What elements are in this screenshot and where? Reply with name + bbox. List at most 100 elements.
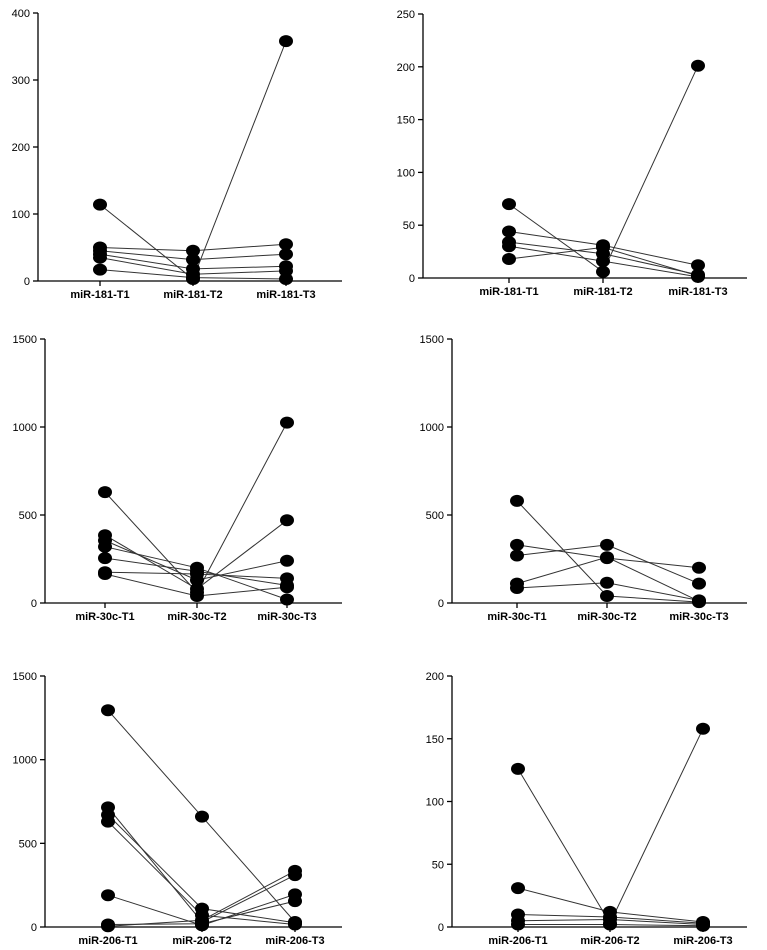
x-category-label: miR-206-T2 [580,935,639,947]
data-point [603,918,617,931]
y-tick-label: 0 [24,276,30,288]
data-point [279,238,293,251]
series-line-1 [99,40,287,280]
data-point [279,248,293,261]
x-category-label: miR-181-T2 [573,286,632,298]
y-tick-label: 200 [12,142,30,154]
data-point [186,253,200,266]
data-point [288,864,302,877]
y-tick-label: 1000 [420,422,444,434]
y-tick-label: 1000 [13,422,37,434]
data-point [280,554,294,567]
data-point [691,259,705,272]
data-point [510,538,524,551]
chart-panel-4: 0 500 1000 1500 miR-30c-T1 miR-30c-T2 miR-30c-… [420,334,747,623]
chart-panel-1: 0 100 200 300 400 miR-181-T1 miR-181-T2 miR-181… [12,8,342,301]
y-tick-label: 200 [397,62,415,74]
series-line-1 [517,728,704,925]
x-category-label: miR-206-T2 [172,935,231,947]
y-tick-label: 0 [31,922,37,934]
data-point [101,889,115,902]
data-point [280,514,294,527]
y-tick-label: 0 [409,273,415,285]
data-point [93,263,107,276]
data-point [280,572,294,585]
data-point [502,253,516,265]
data-point [186,271,200,284]
x-category-label: miR-206-T3 [673,935,732,947]
y-tick-label: 0 [438,598,444,610]
y-tick-label: 400 [12,8,30,20]
data-point [186,244,200,257]
data-point [596,241,610,254]
data-point [510,494,524,507]
data-point [502,198,516,211]
data-point [511,762,525,775]
data-point [280,593,294,606]
y-tick-label: 500 [19,510,37,522]
data-point [195,810,209,823]
data-point [510,549,524,562]
data-point [692,577,706,590]
data-point [98,568,112,580]
data-point [692,561,706,574]
x-category-label: miR-206-T3 [265,935,324,947]
chart-panel-3: 0 500 1000 1500 miR-30c-T1 miR-30c-T2 miR-30c-… [13,334,342,623]
y-tick-label: 300 [12,75,30,87]
data-point [600,551,614,564]
x-category-label: miR-30c-T3 [669,611,728,623]
data-point [502,240,516,253]
data-point [101,920,115,933]
data-point [691,59,705,72]
data-point [190,590,204,602]
x-category-label: miR-30c-T2 [167,611,226,623]
data-point [600,576,614,589]
data-point [511,882,525,895]
y-tick-label: 1500 [420,334,444,346]
data-point [280,416,294,429]
x-category-label: miR-206-T1 [78,935,137,947]
data-point [93,251,107,264]
data-point [93,198,107,211]
x-category-label: miR-181-T2 [163,289,222,301]
x-category-label: miR-30c-T3 [257,611,316,623]
x-category-label: miR-30c-T1 [487,611,546,623]
y-tick-label: 100 [12,209,30,221]
x-category-label: miR-181-T1 [70,289,129,301]
y-tick-label: 100 [397,167,415,179]
y-tick-label: 500 [426,510,444,522]
y-tick-label: 150 [426,734,444,746]
y-tick-label: 150 [397,115,415,127]
data-point [280,581,294,594]
y-tick-label: 0 [438,922,444,934]
data-point [279,35,293,48]
chart-panel-5: 0 500 1000 1500 miR-206-T1 miR-206-T2 miR-206-… [13,671,342,947]
data-point [691,269,705,282]
y-tick-label: 1500 [13,334,37,346]
data-point [101,704,115,717]
x-category-label: miR-181-T3 [668,286,727,298]
data-point [600,590,614,602]
data-point [596,265,610,278]
data-point [101,815,115,828]
data-point [696,722,710,735]
data-point [692,594,706,607]
y-tick-label: 50 [403,220,415,232]
x-category-label: miR-181-T1 [479,286,538,298]
y-tick-label: 250 [397,9,415,21]
data-point [279,273,293,285]
y-tick-label: 1000 [13,755,37,767]
data-point [195,914,209,927]
data-point [696,919,710,932]
data-point [98,552,112,565]
y-tick-label: 50 [432,859,444,871]
x-category-label: miR-206-T1 [488,935,547,947]
x-category-label: miR-30c-T2 [577,611,636,623]
data-point [510,582,524,594]
data-point [190,568,204,580]
y-tick-label: 500 [19,838,37,850]
data-point [600,538,614,551]
chart-panel-6: 0 50 100 150 200 miR-206-T1 miR-206-T2 miR-206-… [426,671,747,947]
chart-panel-2: 0 50 100 150 200 250 miR-181-T1 miR-181-T2 miR-1… [397,9,747,298]
